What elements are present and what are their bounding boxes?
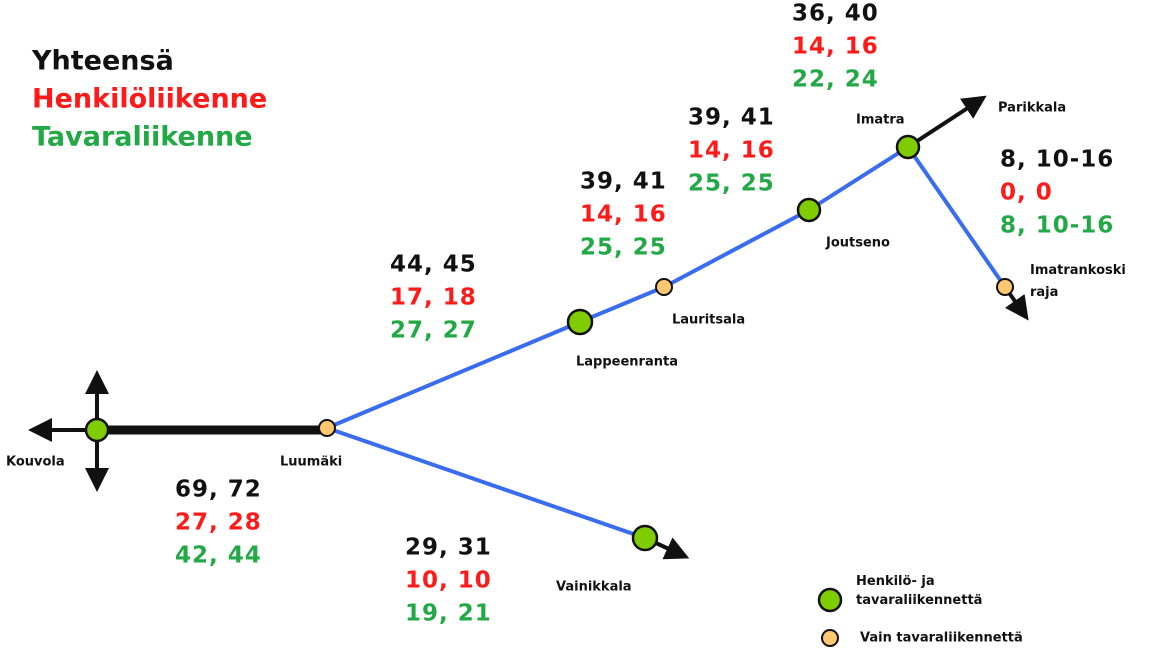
segment-total: 44, 45 [390, 252, 477, 278]
segment-passenger: 17, 18 [390, 285, 477, 311]
station-label: Lappeenranta [576, 355, 678, 370]
legend-freight: Tavaraliikenne [32, 122, 253, 153]
station-label: Luumäki [280, 455, 342, 470]
segment-total: 69, 72 [175, 477, 262, 503]
segment-total: 8, 10-16 [1000, 147, 1114, 173]
segment-freight: 27, 27 [390, 318, 477, 344]
segment-freight: 22, 24 [792, 67, 879, 93]
station-label: Imatrankoski raja [1030, 263, 1126, 300]
station-labels: Kouvola Luumäki Lappeenranta Lauritsala … [6, 101, 1126, 595]
stations [84, 134, 1014, 552]
station-label: Imatra [856, 113, 905, 128]
segment-labels: 69, 72 27, 28 42, 44 29, 31 10, 10 19, 21 44, … [175, 1, 1114, 627]
station-label: Vainikkala [556, 580, 632, 595]
segment-freight: 19, 21 [405, 601, 492, 627]
station-label: Lauritsala [672, 313, 745, 328]
segment-total: 39, 41 [688, 105, 775, 131]
segment-passenger: 14, 16 [688, 138, 775, 164]
legend-both: Henkilö- ja tavaraliikennettä [856, 574, 983, 608]
segment-total: 29, 31 [405, 535, 492, 561]
segment-freight: 42, 44 [175, 543, 262, 569]
segment-passenger: 27, 28 [175, 510, 262, 536]
segment-freight: 25, 25 [580, 235, 667, 261]
marker-legend-box: Henkilö- ja tavaraliikennettä [856, 574, 983, 608]
marker-legend: Henkilö- ja tavaraliikennettä Vain tavar… [817, 574, 1023, 647]
segment-freight: 8, 10-16 [1000, 213, 1114, 239]
legend-freight-only: Vain tavaraliikennettä [860, 631, 1023, 646]
segment-passenger: 14, 16 [792, 34, 879, 60]
segment-passenger: 0, 0 [1000, 180, 1053, 206]
legend: Yhteensä Henkilöliikenne Tavaraliikenne [31, 46, 267, 153]
station-label: Joutseno [825, 236, 890, 251]
legend-total: Yhteensä [31, 46, 174, 77]
segment-total: 36, 40 [792, 1, 879, 27]
segment-total: 39, 41 [580, 169, 667, 195]
segment-passenger: 14, 16 [580, 202, 667, 228]
station-label: Parikkala [998, 101, 1066, 116]
segment-passenger: 10, 10 [405, 568, 492, 594]
station-label: Kouvola [6, 455, 65, 470]
station-label-box: Imatrankoski raja [1030, 263, 1126, 300]
segment-freight: 25, 25 [688, 171, 775, 197]
legend-passenger: Henkilöliikenne [32, 84, 267, 115]
